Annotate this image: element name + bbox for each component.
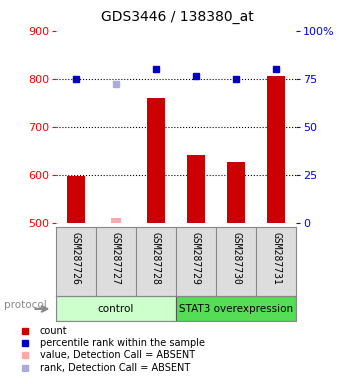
Text: GSM287730: GSM287730 bbox=[231, 232, 241, 285]
Bar bbox=[227, 162, 245, 223]
Bar bbox=[147, 98, 165, 223]
Text: GSM287728: GSM287728 bbox=[151, 232, 161, 285]
Text: GDS3446 / 138380_at: GDS3446 / 138380_at bbox=[100, 10, 253, 23]
Text: GSM287727: GSM287727 bbox=[111, 232, 121, 285]
Text: count: count bbox=[40, 326, 68, 336]
Bar bbox=[67, 176, 85, 223]
Bar bbox=[267, 76, 285, 223]
Text: control: control bbox=[98, 304, 134, 314]
Text: GSM287726: GSM287726 bbox=[71, 232, 81, 285]
Text: GSM287731: GSM287731 bbox=[271, 232, 281, 285]
Text: protocol: protocol bbox=[4, 300, 46, 310]
Bar bbox=[176, 296, 296, 321]
Bar bbox=[56, 296, 176, 321]
Bar bbox=[110, 218, 121, 223]
Text: rank, Detection Call = ABSENT: rank, Detection Call = ABSENT bbox=[40, 362, 190, 372]
Text: value, Detection Call = ABSENT: value, Detection Call = ABSENT bbox=[40, 350, 195, 360]
Text: STAT3 overexpression: STAT3 overexpression bbox=[179, 304, 293, 314]
Bar bbox=[187, 155, 205, 223]
Text: percentile rank within the sample: percentile rank within the sample bbox=[40, 338, 205, 348]
Text: GSM287729: GSM287729 bbox=[191, 232, 201, 285]
